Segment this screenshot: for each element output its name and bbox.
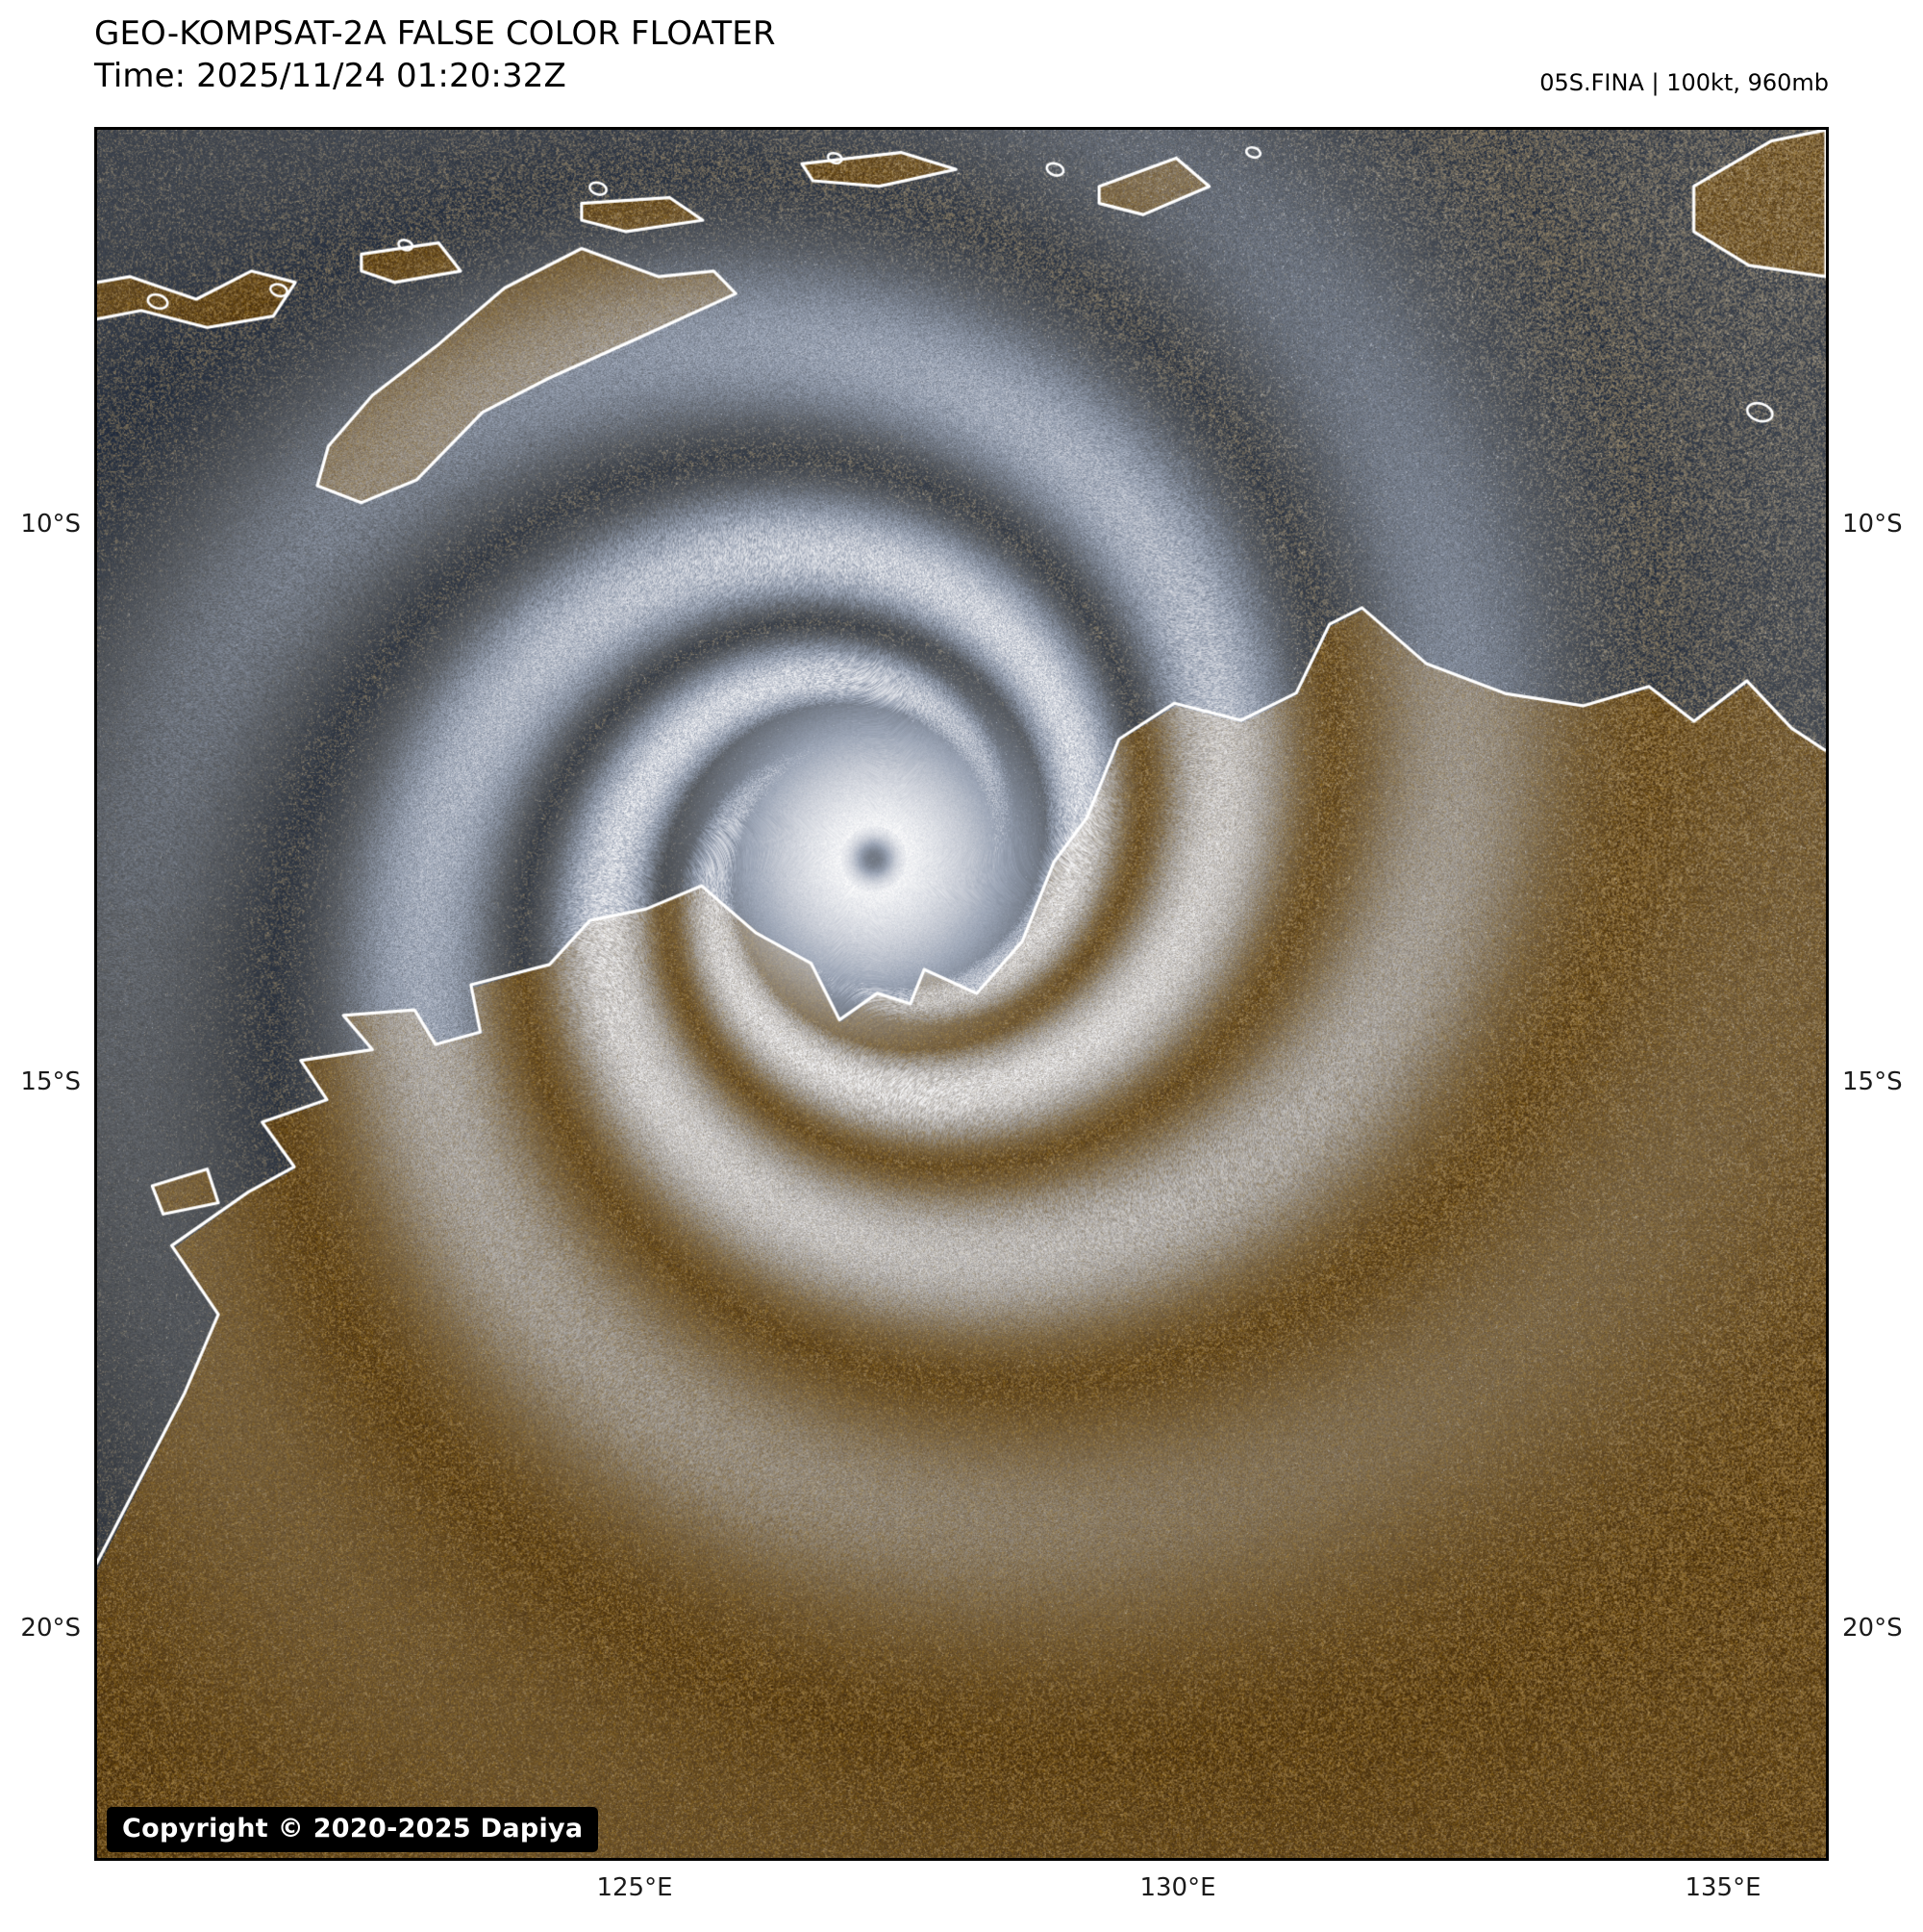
lat-label-left: 10°S (20, 510, 81, 539)
lon-label: 135°E (1685, 1873, 1761, 1902)
lat-label-right: 20°S (1842, 1614, 1903, 1643)
lon-label: 125°E (596, 1873, 673, 1902)
page-title: GEO-KOMPSAT-2A FALSE COLOR FLOATER (94, 14, 776, 53)
lat-label-left: 15°S (20, 1067, 81, 1096)
timestamp-label: Time: 2025/11/24 01:20:32Z (94, 56, 566, 95)
copyright-badge: Copyright © 2020-2025 Dapiya (107, 1807, 599, 1852)
storm-info-label: 05S.FINA | 100kt, 960mb (1539, 69, 1829, 96)
lat-label-right: 10°S (1842, 510, 1903, 539)
header-title-block: GEO-KOMPSAT-2A FALSE COLOR FLOATER Time:… (94, 13, 1248, 97)
satellite-map-frame[interactable]: Copyright © 2020-2025 Dapiya (94, 127, 1829, 1861)
lon-label: 130°E (1139, 1873, 1216, 1902)
lat-label-right: 15°S (1842, 1067, 1903, 1096)
satellite-imagery-canvas[interactable] (97, 130, 1826, 1858)
lat-label-left: 20°S (20, 1614, 81, 1643)
